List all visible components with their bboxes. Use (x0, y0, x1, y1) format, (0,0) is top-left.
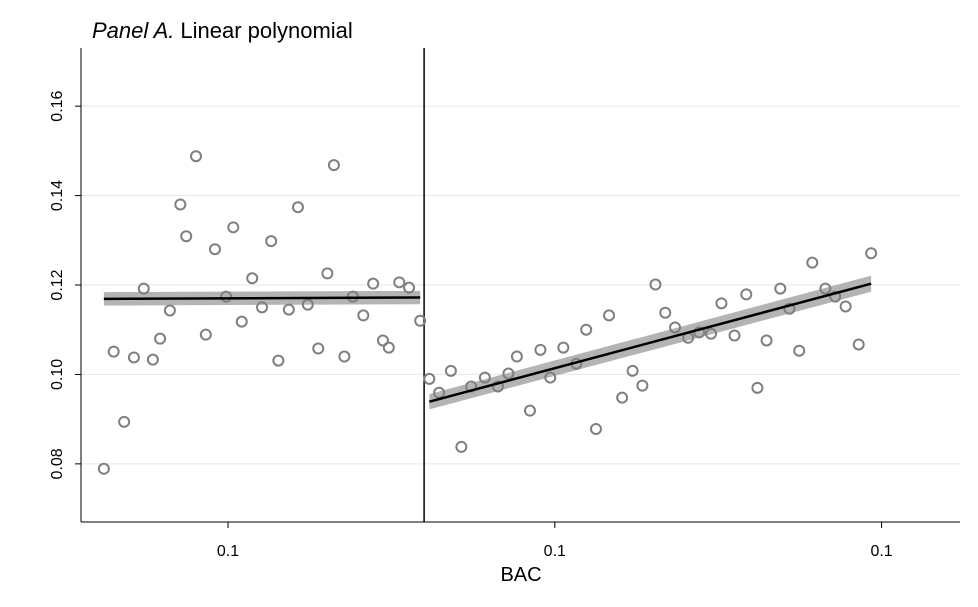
y-tick-label: 0.14 (49, 180, 66, 211)
point (580, 323, 593, 336)
point (312, 342, 325, 355)
point (357, 309, 370, 322)
point (107, 345, 120, 358)
point (180, 230, 193, 243)
point (491, 380, 504, 393)
title-text: Linear polynomial (180, 18, 352, 43)
point (190, 150, 203, 163)
point (502, 367, 515, 380)
y-tick-label: 0.16 (49, 90, 66, 121)
point (740, 288, 753, 301)
chart-title: Panel A. Linear polynomial (92, 18, 353, 43)
point (544, 371, 557, 384)
point (636, 379, 649, 392)
point (403, 281, 416, 294)
point (534, 343, 547, 356)
point (829, 290, 842, 303)
point (423, 372, 436, 385)
point (444, 364, 457, 377)
y-tick-label: 0.12 (49, 269, 66, 300)
point (97, 462, 110, 475)
point (693, 326, 706, 339)
x-tick-label: 0.1 (870, 543, 892, 560)
point (220, 290, 233, 303)
point (154, 332, 167, 345)
point (235, 315, 248, 328)
point (118, 415, 131, 428)
point (760, 334, 773, 347)
point (510, 350, 523, 363)
point (589, 422, 602, 435)
point (523, 404, 536, 417)
point (557, 341, 570, 354)
point (839, 300, 852, 313)
point (751, 381, 764, 394)
point (865, 247, 878, 260)
point (478, 371, 491, 384)
point (616, 391, 629, 404)
point (208, 243, 221, 256)
point (728, 329, 741, 342)
point (327, 159, 340, 172)
point (819, 282, 832, 295)
point (603, 309, 616, 322)
point (256, 301, 269, 314)
point (705, 327, 718, 340)
point (669, 321, 682, 334)
point (376, 334, 389, 347)
point (174, 198, 187, 211)
point (774, 282, 787, 295)
fit-line (103, 296, 421, 301)
point (433, 386, 446, 399)
point (382, 341, 395, 354)
point (321, 267, 334, 280)
title-italic: Panel A. (92, 18, 174, 43)
point (806, 256, 819, 269)
point (272, 354, 285, 367)
fit-line (429, 282, 872, 403)
point (246, 272, 259, 285)
point (649, 278, 662, 291)
x-tick-label: 0.1 (544, 543, 566, 560)
point (301, 298, 314, 311)
point (265, 235, 278, 248)
point (227, 221, 240, 234)
point (715, 297, 728, 310)
point (852, 338, 865, 351)
point (127, 351, 140, 364)
point (137, 282, 150, 295)
x-axis-label: BAC (500, 564, 541, 586)
y-tick-label: 0.10 (49, 359, 66, 390)
point (291, 201, 304, 214)
point (455, 440, 468, 453)
point (414, 314, 427, 327)
point (626, 364, 639, 377)
point (783, 302, 796, 315)
x-tick-label: 0.1 (217, 543, 239, 560)
point (163, 304, 176, 317)
point (282, 303, 295, 316)
point (393, 276, 406, 289)
point (199, 328, 212, 341)
point (146, 353, 159, 366)
point (338, 350, 351, 363)
y-tick-label: 0.08 (49, 448, 66, 479)
point (793, 344, 806, 357)
point (367, 277, 380, 290)
point (659, 306, 672, 319)
